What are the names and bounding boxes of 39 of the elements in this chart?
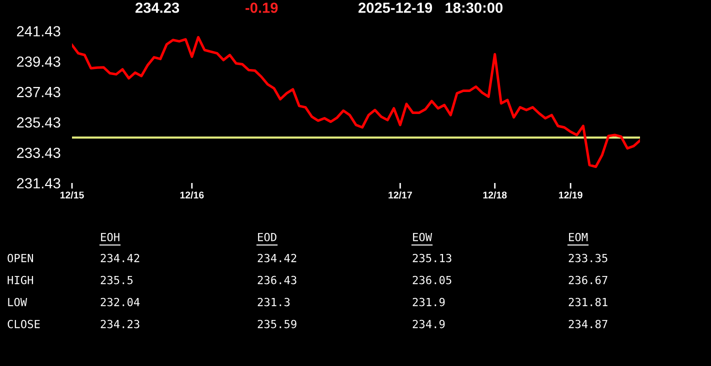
line-series — [72, 36, 640, 168]
text: 231.9 — [412, 298, 445, 306]
x-tick-label: 12/16 — [180, 191, 204, 199]
y-tick-label: 237.43 — [17, 86, 60, 98]
text: 234.23 — [136, 2, 180, 13]
text: 231.81 — [568, 298, 608, 306]
y-tick-label: 231.43 — [17, 178, 60, 188]
text: 235.13 — [412, 254, 452, 262]
x-tick-label: 12/17 — [388, 191, 412, 199]
y-tick-label: 239.43 — [17, 56, 60, 67]
text: 234.42 — [100, 254, 140, 262]
text: LOW — [8, 298, 28, 306]
text: CLOSE — [8, 320, 40, 328]
text: 2025-12-19 18:30:00 — [358, 2, 503, 13]
text: 231.3 — [258, 298, 290, 306]
text: OPEN — [8, 254, 34, 262]
text: 234.23 — [100, 320, 140, 328]
text: 236.05 — [412, 276, 452, 284]
y-tick-label: 233.43 — [17, 148, 60, 158]
text: -0.19 — [246, 2, 278, 13]
text: EOD — [258, 232, 276, 242]
text: 234.9 — [412, 320, 445, 328]
text: 235.5 — [100, 276, 133, 284]
text: 235.59 — [258, 320, 296, 328]
text: HIGH — [8, 276, 34, 284]
text: 236.67 — [568, 276, 608, 284]
text: 234.42 — [258, 254, 296, 262]
y-tick-label: 241.43 — [17, 26, 60, 36]
text: EOM — [569, 232, 588, 242]
text: EOH — [101, 232, 120, 242]
text: 233.35 — [568, 254, 608, 262]
x-tick-label: 12/18 — [483, 191, 507, 199]
y-tick-label: 235.43 — [17, 117, 60, 128]
text: EOW — [413, 232, 432, 242]
x-tick-label: 12/19 — [559, 191, 582, 199]
text: 232.04 — [100, 298, 140, 306]
x-tick-label: 12/15 — [60, 191, 84, 199]
text: 236.43 — [258, 276, 296, 284]
text: 234.87 — [568, 320, 608, 328]
